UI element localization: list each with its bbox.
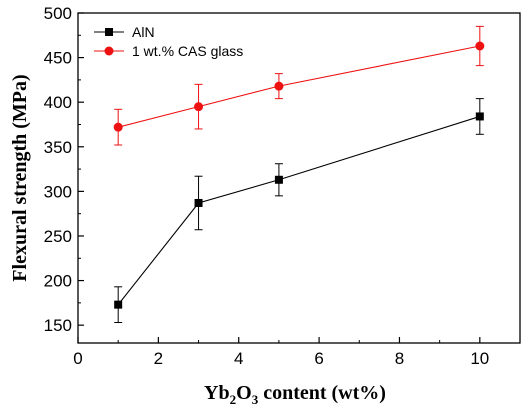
data-point	[475, 112, 484, 121]
x-axis-title: Yb2O3 content (wt%)	[204, 382, 386, 407]
data-point	[475, 41, 485, 51]
legend-label: 1 wt.% CAS glass	[132, 43, 243, 59]
x-tick-label: 10	[470, 349, 489, 368]
legend-marker	[104, 46, 114, 56]
y-tick-label: 200	[44, 272, 72, 291]
x-tick-label: 8	[395, 349, 404, 368]
y-tick-label: 350	[44, 138, 72, 157]
legend-item: AlN	[94, 24, 155, 40]
legend-item: 1 wt.% CAS glass	[94, 43, 243, 59]
data-point	[274, 81, 284, 91]
data-point	[113, 122, 123, 132]
x-tick-label: 0	[73, 349, 82, 368]
data-point	[274, 175, 283, 184]
legend: AlN 1 wt.% CAS glass	[94, 24, 243, 59]
series-2	[113, 25, 485, 146]
x-axis-title-subscript: 3	[252, 392, 259, 407]
data-point	[194, 102, 204, 112]
y-tick-label: 450	[44, 49, 72, 68]
y-tick-label: 500	[44, 4, 72, 23]
y-tick-label: 300	[44, 182, 72, 201]
axis-ticks: 0 2 4 6 8 10 150 200 250 300 350 400 450 500	[44, 4, 490, 368]
series-1	[114, 98, 484, 323]
y-tick-label: 150	[44, 316, 72, 335]
data-point	[194, 198, 203, 207]
x-tick-label: 2	[154, 349, 163, 368]
x-axis-title-part: O	[236, 382, 252, 404]
x-axis-title-part: Yb	[204, 382, 230, 404]
legend-marker	[105, 28, 113, 36]
series-line	[118, 45, 480, 128]
series-layer	[113, 25, 485, 323]
plot-frame	[77, 12, 521, 344]
x-axis-title-part: content (wt%)	[258, 382, 386, 404]
data-point	[114, 300, 123, 309]
y-axis-title: Flexural strength (MPa)	[9, 74, 31, 281]
y-tick-label: 400	[44, 93, 72, 112]
x-axis-title-subscript: 2	[230, 392, 237, 407]
series-line	[117, 115, 480, 305]
x-tick-label: 4	[234, 349, 243, 368]
y-tick-label: 250	[44, 227, 72, 246]
x-tick-label: 6	[314, 349, 323, 368]
legend-label: AlN	[132, 24, 155, 40]
